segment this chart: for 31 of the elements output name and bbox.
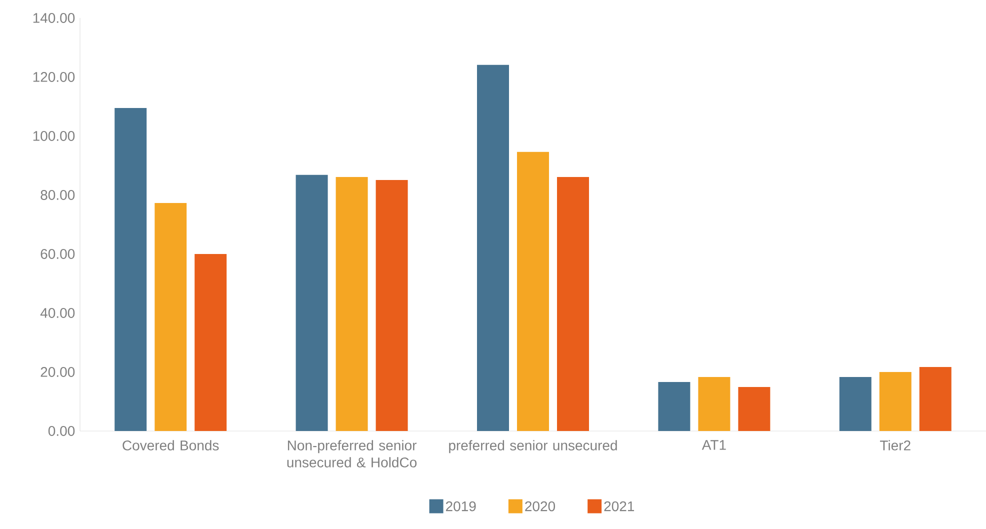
y-tick-label: 0.00: [48, 426, 75, 436]
bar: [194, 254, 227, 431]
bar: [879, 372, 912, 431]
y-tick-label: 80.00: [40, 190, 75, 200]
bar: [114, 108, 147, 431]
bar: [376, 180, 408, 431]
y-tick-label: 60.00: [40, 249, 75, 259]
x-tick-label: preferred senior unsecured: [449, 440, 617, 454]
bar: [698, 377, 730, 431]
y-tick-label: 20.00: [40, 367, 75, 377]
y-tick-label: 140.00: [33, 13, 75, 23]
bar: [154, 202, 187, 431]
bar: [336, 176, 368, 431]
y-tick-label: 120.00: [33, 72, 75, 82]
x-tick-label: AT1: [702, 440, 726, 450]
bar: [517, 152, 549, 431]
bar: [557, 176, 589, 431]
bar: [919, 366, 952, 431]
bar: [296, 174, 328, 431]
y-tick-label: 100.00: [33, 131, 75, 141]
x-tick-label: Non-preferred senior unsecured & HoldCo: [287, 440, 417, 468]
legend-label: 2020: [525, 501, 556, 512]
legend-label: 2021: [604, 501, 634, 512]
y-tick-label: 40.00: [40, 308, 75, 318]
bar: [738, 387, 770, 431]
legend-label: 2019: [446, 501, 476, 512]
x-tick-label: Covered Bonds: [122, 440, 219, 450]
bar: [658, 382, 690, 431]
x-tick-label: Tier2: [880, 440, 910, 450]
bar: [477, 64, 509, 431]
bar: [839, 377, 872, 431]
